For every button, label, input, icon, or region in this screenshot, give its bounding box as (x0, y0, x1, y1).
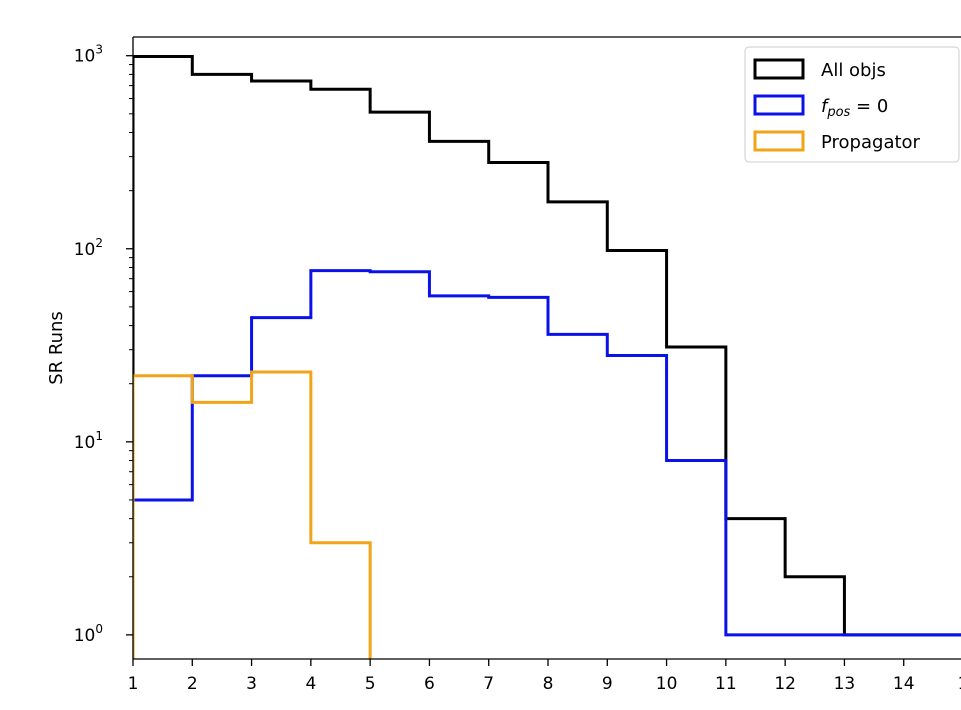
x-tick-label: 9 (602, 674, 613, 694)
series-line-0 (133, 55, 961, 659)
legend-label-2: Propagator (821, 132, 921, 153)
y-tick-label: 103 (74, 43, 103, 67)
legend-swatch-2 (753, 130, 805, 152)
x-tick-label: 8 (543, 674, 554, 694)
x-tick-label: 14 (893, 674, 915, 694)
series-line-2 (133, 370, 372, 659)
x-tick-label: 10 (656, 674, 678, 694)
x-tick-label: 6 (424, 674, 435, 694)
x-tick-label: 2 (187, 674, 198, 694)
x-tick-label: 11 (715, 674, 737, 694)
y-axis-title: SR Runs (46, 311, 67, 385)
legend-swatch-1 (753, 94, 805, 116)
y-tick-label: 102 (74, 236, 103, 260)
x-tick-label: 7 (483, 674, 494, 694)
legend-label-0: All objs (821, 60, 886, 81)
x-tick-label: 13 (834, 674, 856, 694)
x-tick-label: 1 (958, 674, 961, 694)
legend-swatch-0 (753, 58, 805, 80)
y-tick-label: 101 (74, 429, 103, 453)
x-tick-label: 12 (774, 674, 796, 694)
x-tick-label: 3 (246, 674, 257, 694)
y-tick-label: 100 (74, 622, 103, 646)
legend: All objs fpos = 0 Propagator (744, 46, 960, 163)
x-tick-label: 4 (305, 674, 316, 694)
series-line-1 (133, 269, 961, 659)
x-tick-label: 1 (128, 674, 139, 694)
x-tick-label: 5 (365, 674, 376, 694)
legend-label-1: fpos = 0 (821, 96, 888, 120)
